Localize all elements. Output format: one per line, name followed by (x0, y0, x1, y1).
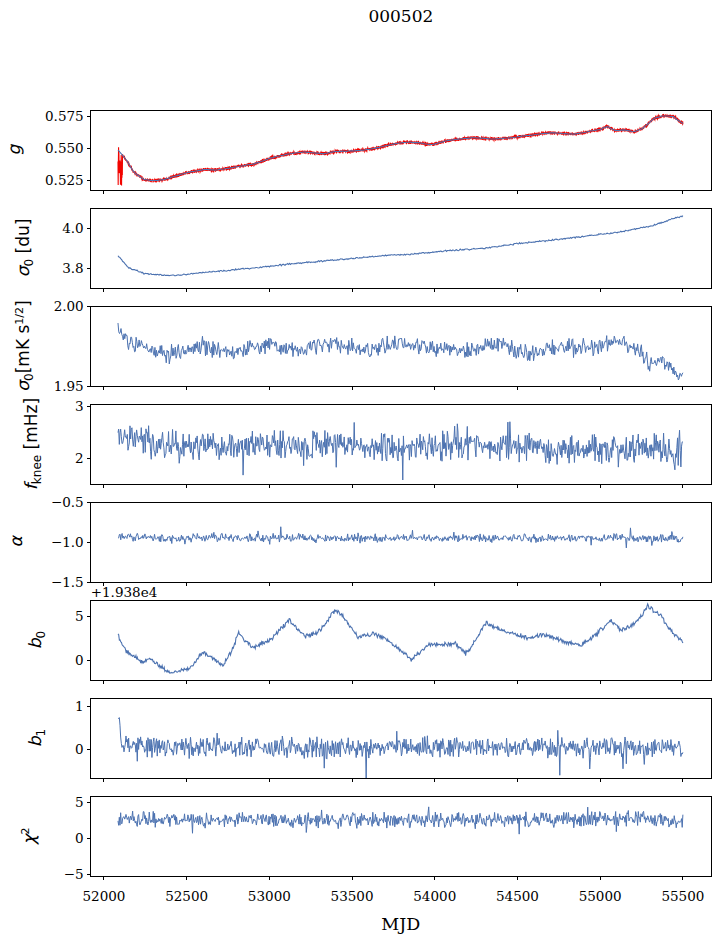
y-tick-label: 0.550 (45, 140, 84, 156)
y-tick-label: 0.525 (45, 172, 84, 188)
series-alpha (118, 527, 683, 548)
y-tick-label: 1.95 (54, 378, 84, 394)
axes-frame-alpha (91, 502, 711, 582)
y-axis-label-b1: b1​ (25, 729, 48, 747)
y-tick-label: 4.0 (62, 220, 83, 236)
series-chi2 (118, 807, 683, 834)
panel-b1: 0 1 b1​ (25, 698, 711, 782)
series-b0 (118, 604, 683, 673)
x-tick-label: 54500 (496, 888, 539, 904)
y-axis-label-alpha: α (6, 535, 26, 548)
series-sigma0-du (118, 216, 683, 276)
panel-sigma0-mK: 1.95 2.00 σ0​[mK s1/2​] (13, 298, 711, 394)
x-tick-label: 55000 (579, 888, 622, 904)
y-axis-label-fknee: fknee​ [mHz] (21, 398, 44, 490)
axes-frame-b0 (91, 600, 711, 680)
y-axis-label-g: g (4, 143, 24, 155)
y-tick-label: 2 (75, 450, 84, 466)
x-tick-label: 53500 (331, 888, 374, 904)
panel-fknee: 2 3 fknee​ [mHz] (21, 398, 711, 491)
x-axis-label: MJD (381, 914, 420, 934)
panel-g: 0.525 0.550 0.575 g (4, 108, 711, 193)
x-tick-label: 53000 (248, 888, 291, 904)
axes-frame-b1 (91, 698, 711, 778)
figure: 000502 0.525 0.550 0.575 g 3.8 4.0 σ0​ [du] 1.95… (0, 0, 720, 944)
x-tick-label: 52000 (82, 888, 125, 904)
y-tick-label: 0 (75, 830, 84, 846)
series-g-raw (118, 115, 683, 186)
series-fknee (118, 422, 683, 480)
y-tick-label: 5 (75, 794, 84, 810)
figure-title: 000502 (368, 6, 433, 26)
y-axis-label-sigma0-mK: σ0​[mK s1/2​] (13, 300, 36, 391)
y-tick-label: 5 (75, 608, 84, 624)
y-axis-label-b0: b0​ (25, 631, 48, 649)
y-tick-label: −1.5 (51, 574, 84, 590)
axes-frame-g (91, 110, 711, 190)
axes-frame-chi2 (91, 796, 711, 876)
y-tick-label: −5 (64, 866, 84, 882)
y-tick-label: 0 (75, 741, 84, 757)
y-tick-label: 3.8 (62, 260, 83, 276)
panel-b0: 0 5 b0​ +1.938e4 (25, 584, 711, 684)
y-tick-label: 3 (75, 398, 84, 414)
panel-sigma0-du: 3.8 4.0 σ0​ [du] (13, 208, 711, 292)
y-axis-label-chi2: χ2​ (19, 828, 39, 846)
series-b1 (118, 718, 683, 779)
axes-frame-sigma0-du (91, 208, 711, 288)
y-tick-label: 1 (75, 698, 84, 714)
panel-chi2: −5 0 5 χ2​ (19, 794, 711, 882)
y-tick-label: −0.5 (51, 494, 84, 510)
y-tick-label: 2.00 (54, 298, 84, 314)
offset-text: +1.938e4 (91, 584, 158, 600)
y-axis-label-sigma0-du: σ0​ [du] (13, 219, 36, 278)
series-sigma0-mK (118, 323, 683, 380)
axes-frame-sigma0-mK (91, 306, 711, 386)
x-tick-label: 55500 (661, 888, 704, 904)
y-tick-label: −1.0 (51, 534, 84, 550)
x-tick-label: 52500 (165, 888, 208, 904)
x-tick-label: 54000 (413, 888, 456, 904)
panel-alpha: −0.5 −1.0 −1.5 α (6, 494, 711, 590)
chart-svg: 000502 0.525 0.550 0.575 g 3.8 4.0 σ0​ [du] 1.95… (0, 0, 720, 944)
y-tick-label: 0 (75, 652, 84, 668)
y-tick-label: 0.575 (45, 108, 84, 124)
